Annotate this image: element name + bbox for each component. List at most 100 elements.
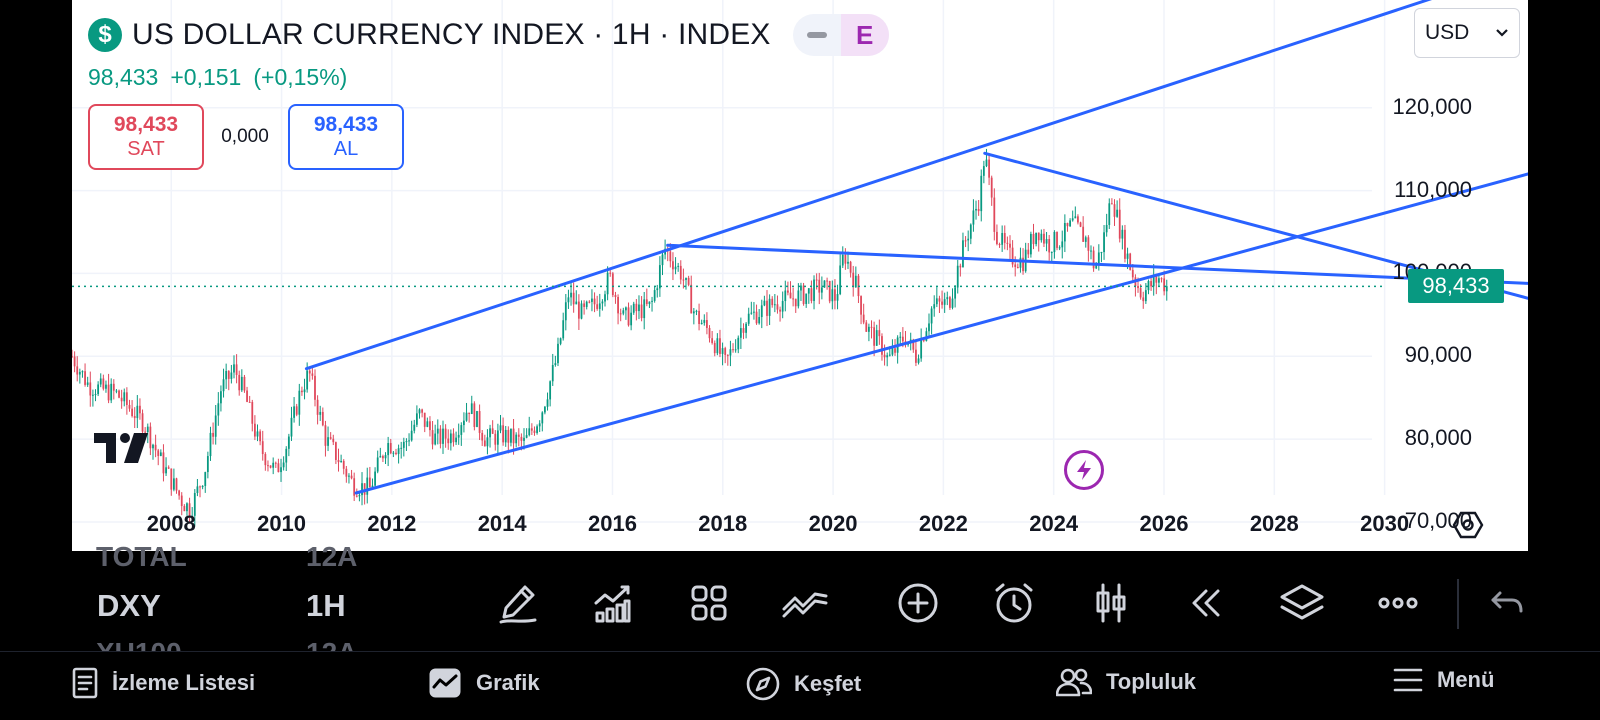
candle-body: [73, 356, 76, 367]
alert-button[interactable]: [986, 575, 1042, 631]
candle-body: [656, 288, 659, 291]
candle-body: [1084, 237, 1087, 242]
candle-body: [520, 436, 523, 441]
candle-body: [559, 338, 562, 344]
candle-body: [285, 448, 288, 463]
candle-body: [447, 438, 450, 444]
candle-body: [789, 292, 792, 299]
candle-body: [1037, 232, 1040, 241]
candle-body: [436, 428, 439, 434]
candle-body: [188, 503, 191, 517]
candle-body: [888, 354, 891, 356]
price-summary: 98,433 +0,151 (+0,15%): [88, 64, 347, 91]
candle-body: [807, 288, 810, 294]
candle-body: [779, 309, 781, 312]
candle-body: [1116, 209, 1119, 217]
candle-body: [1144, 290, 1147, 302]
candle-body: [1090, 250, 1092, 252]
compare-button[interactable]: [777, 575, 833, 631]
minus-icon[interactable]: [793, 32, 841, 38]
interval-label[interactable]: 1H: [306, 588, 346, 623]
candle-body: [544, 406, 546, 413]
candle-body: [1155, 275, 1158, 283]
nav-explore[interactable]: Keşfet: [746, 667, 861, 701]
buy-button[interactable]: 98,433 AL: [288, 104, 404, 170]
candle-body: [998, 244, 1001, 246]
indicator-pill[interactable]: E: [792, 14, 889, 56]
tradingview-logo[interactable]: [94, 433, 156, 468]
add-button[interactable]: [890, 575, 946, 631]
candle-body: [308, 370, 311, 374]
candle-body: [483, 440, 486, 447]
candle-body: [870, 326, 873, 328]
candle-body: [645, 299, 648, 305]
community-icon: [1056, 668, 1092, 697]
trendline[interactable]: [304, 0, 1528, 371]
candle-body: [941, 301, 943, 305]
candle-body: [1097, 252, 1100, 266]
candle-body: [287, 436, 290, 449]
trendlines[interactable]: [304, 0, 1528, 495]
sell-button[interactable]: 98,433 SAT: [88, 104, 204, 170]
candle-body: [1165, 286, 1168, 292]
candle-body: [776, 304, 779, 310]
candle-body: [719, 338, 721, 354]
candle-body: [348, 475, 350, 477]
nav-menu[interactable]: Menü: [1393, 667, 1494, 693]
candle-body: [834, 289, 836, 301]
candle-body: [1147, 281, 1150, 291]
candle-body: [920, 339, 923, 359]
candle-body: [295, 406, 298, 415]
chart-type-button[interactable]: [1083, 575, 1139, 631]
candle-body: [726, 354, 729, 356]
undo-icon: [1491, 591, 1523, 613]
candle-body: [724, 348, 727, 355]
nav-chart-label: Grafik: [476, 670, 540, 695]
symbol-header[interactable]: $ US DOLLAR CURRENCY INDEX · 1H · INDEX …: [88, 14, 889, 56]
candle-body: [630, 312, 633, 326]
candle-body: [901, 336, 904, 342]
nav-watchlist[interactable]: İzleme Listesi: [72, 667, 255, 699]
candle-body: [836, 294, 839, 301]
candle-body: [604, 294, 606, 302]
lightning-icon[interactable]: [1064, 450, 1104, 490]
candle-body: [92, 394, 94, 396]
candle-body: [679, 265, 682, 280]
layouts-button[interactable]: [681, 575, 737, 631]
candle-body: [695, 310, 698, 312]
candle-body: [760, 305, 763, 318]
indicators-button[interactable]: [585, 575, 641, 631]
candle-body: [434, 433, 437, 445]
rewind-icon: [1192, 589, 1220, 617]
chart-panel[interactable]: $ US DOLLAR CURRENCY INDEX · 1H · INDEX …: [72, 0, 1528, 551]
trendline[interactable]: [666, 243, 1528, 285]
x-tick-label: 2030: [1360, 511, 1410, 536]
candle-body: [820, 287, 823, 293]
candle-body: [962, 240, 964, 268]
candle-body: [685, 277, 687, 280]
symbol-label[interactable]: DXY: [97, 588, 161, 623]
chart-title: US DOLLAR CURRENCY INDEX · 1H · INDEX: [132, 18, 771, 51]
candle-body: [102, 378, 105, 389]
candle-body: [256, 431, 259, 437]
nav-chart[interactable]: Grafik: [428, 667, 540, 699]
draw-tool-button[interactable]: [491, 575, 547, 631]
candle-body: [528, 428, 531, 436]
candle-body: [220, 391, 222, 404]
nav-community[interactable]: Topluluk: [1056, 667, 1196, 697]
more-button[interactable]: [1370, 575, 1426, 631]
trendline[interactable]: [354, 172, 1528, 495]
currency-select[interactable]: USD: [1414, 8, 1520, 58]
earnings-badge[interactable]: E: [840, 14, 889, 56]
candle-body: [423, 412, 426, 427]
settings-icon[interactable]: [1452, 510, 1484, 545]
layers-button[interactable]: [1274, 575, 1330, 631]
candle-body: [97, 384, 100, 395]
pencil-icon: [499, 585, 537, 624]
undo-button[interactable]: [1480, 575, 1536, 631]
candle-body: [154, 444, 157, 451]
candle-body: [844, 254, 847, 264]
replay-button[interactable]: [1178, 575, 1234, 631]
candle-body: [139, 405, 141, 414]
candle-body: [1006, 242, 1009, 244]
